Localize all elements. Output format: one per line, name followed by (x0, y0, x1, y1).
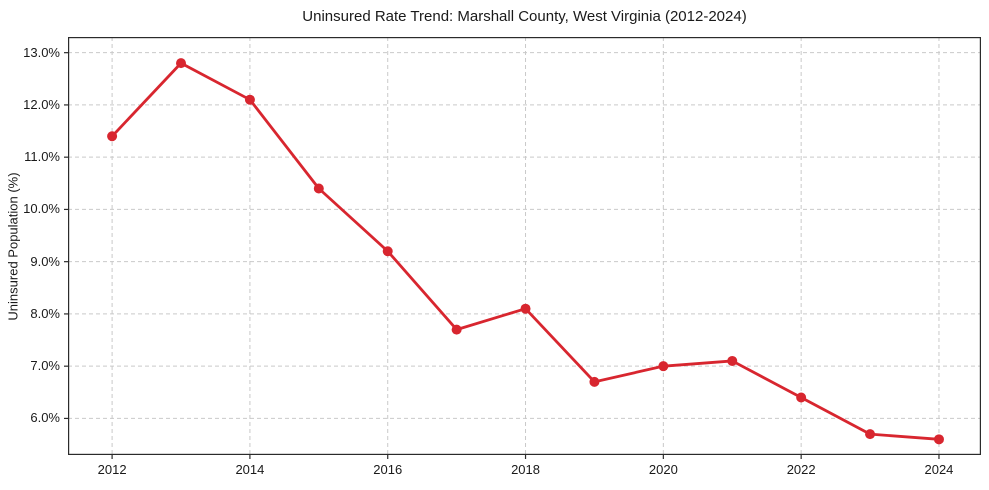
x-tick-label: 2022 (786, 462, 816, 477)
chart-title: Uninsured Rate Trend: Marshall County, W… (302, 8, 747, 25)
data-point-marker (382, 246, 393, 257)
x-tick-label: 2012 (97, 462, 127, 477)
data-point-marker (727, 355, 738, 366)
data-point-marker (865, 429, 876, 440)
data-point-marker (658, 361, 669, 372)
data-point-marker (933, 434, 944, 445)
data-point-marker (244, 94, 255, 105)
data-point-marker (107, 131, 118, 142)
x-tick-label: 2018 (511, 462, 540, 477)
x-tick-label: 2020 (648, 462, 678, 477)
y-axis-label: Uninsured Population (%) (5, 172, 21, 321)
data-point-marker (796, 392, 807, 403)
x-tick-label: 2016 (373, 462, 403, 477)
data-point-marker (313, 183, 324, 194)
axes-border (68, 37, 981, 455)
data-point-marker (451, 324, 462, 335)
data-point-marker (589, 376, 600, 387)
plot-area (64, 37, 981, 459)
data-point-marker (176, 58, 187, 69)
x-tick-label: 2024 (924, 462, 954, 477)
x-tick-label: 2014 (235, 462, 265, 477)
data-point-marker (520, 303, 531, 314)
